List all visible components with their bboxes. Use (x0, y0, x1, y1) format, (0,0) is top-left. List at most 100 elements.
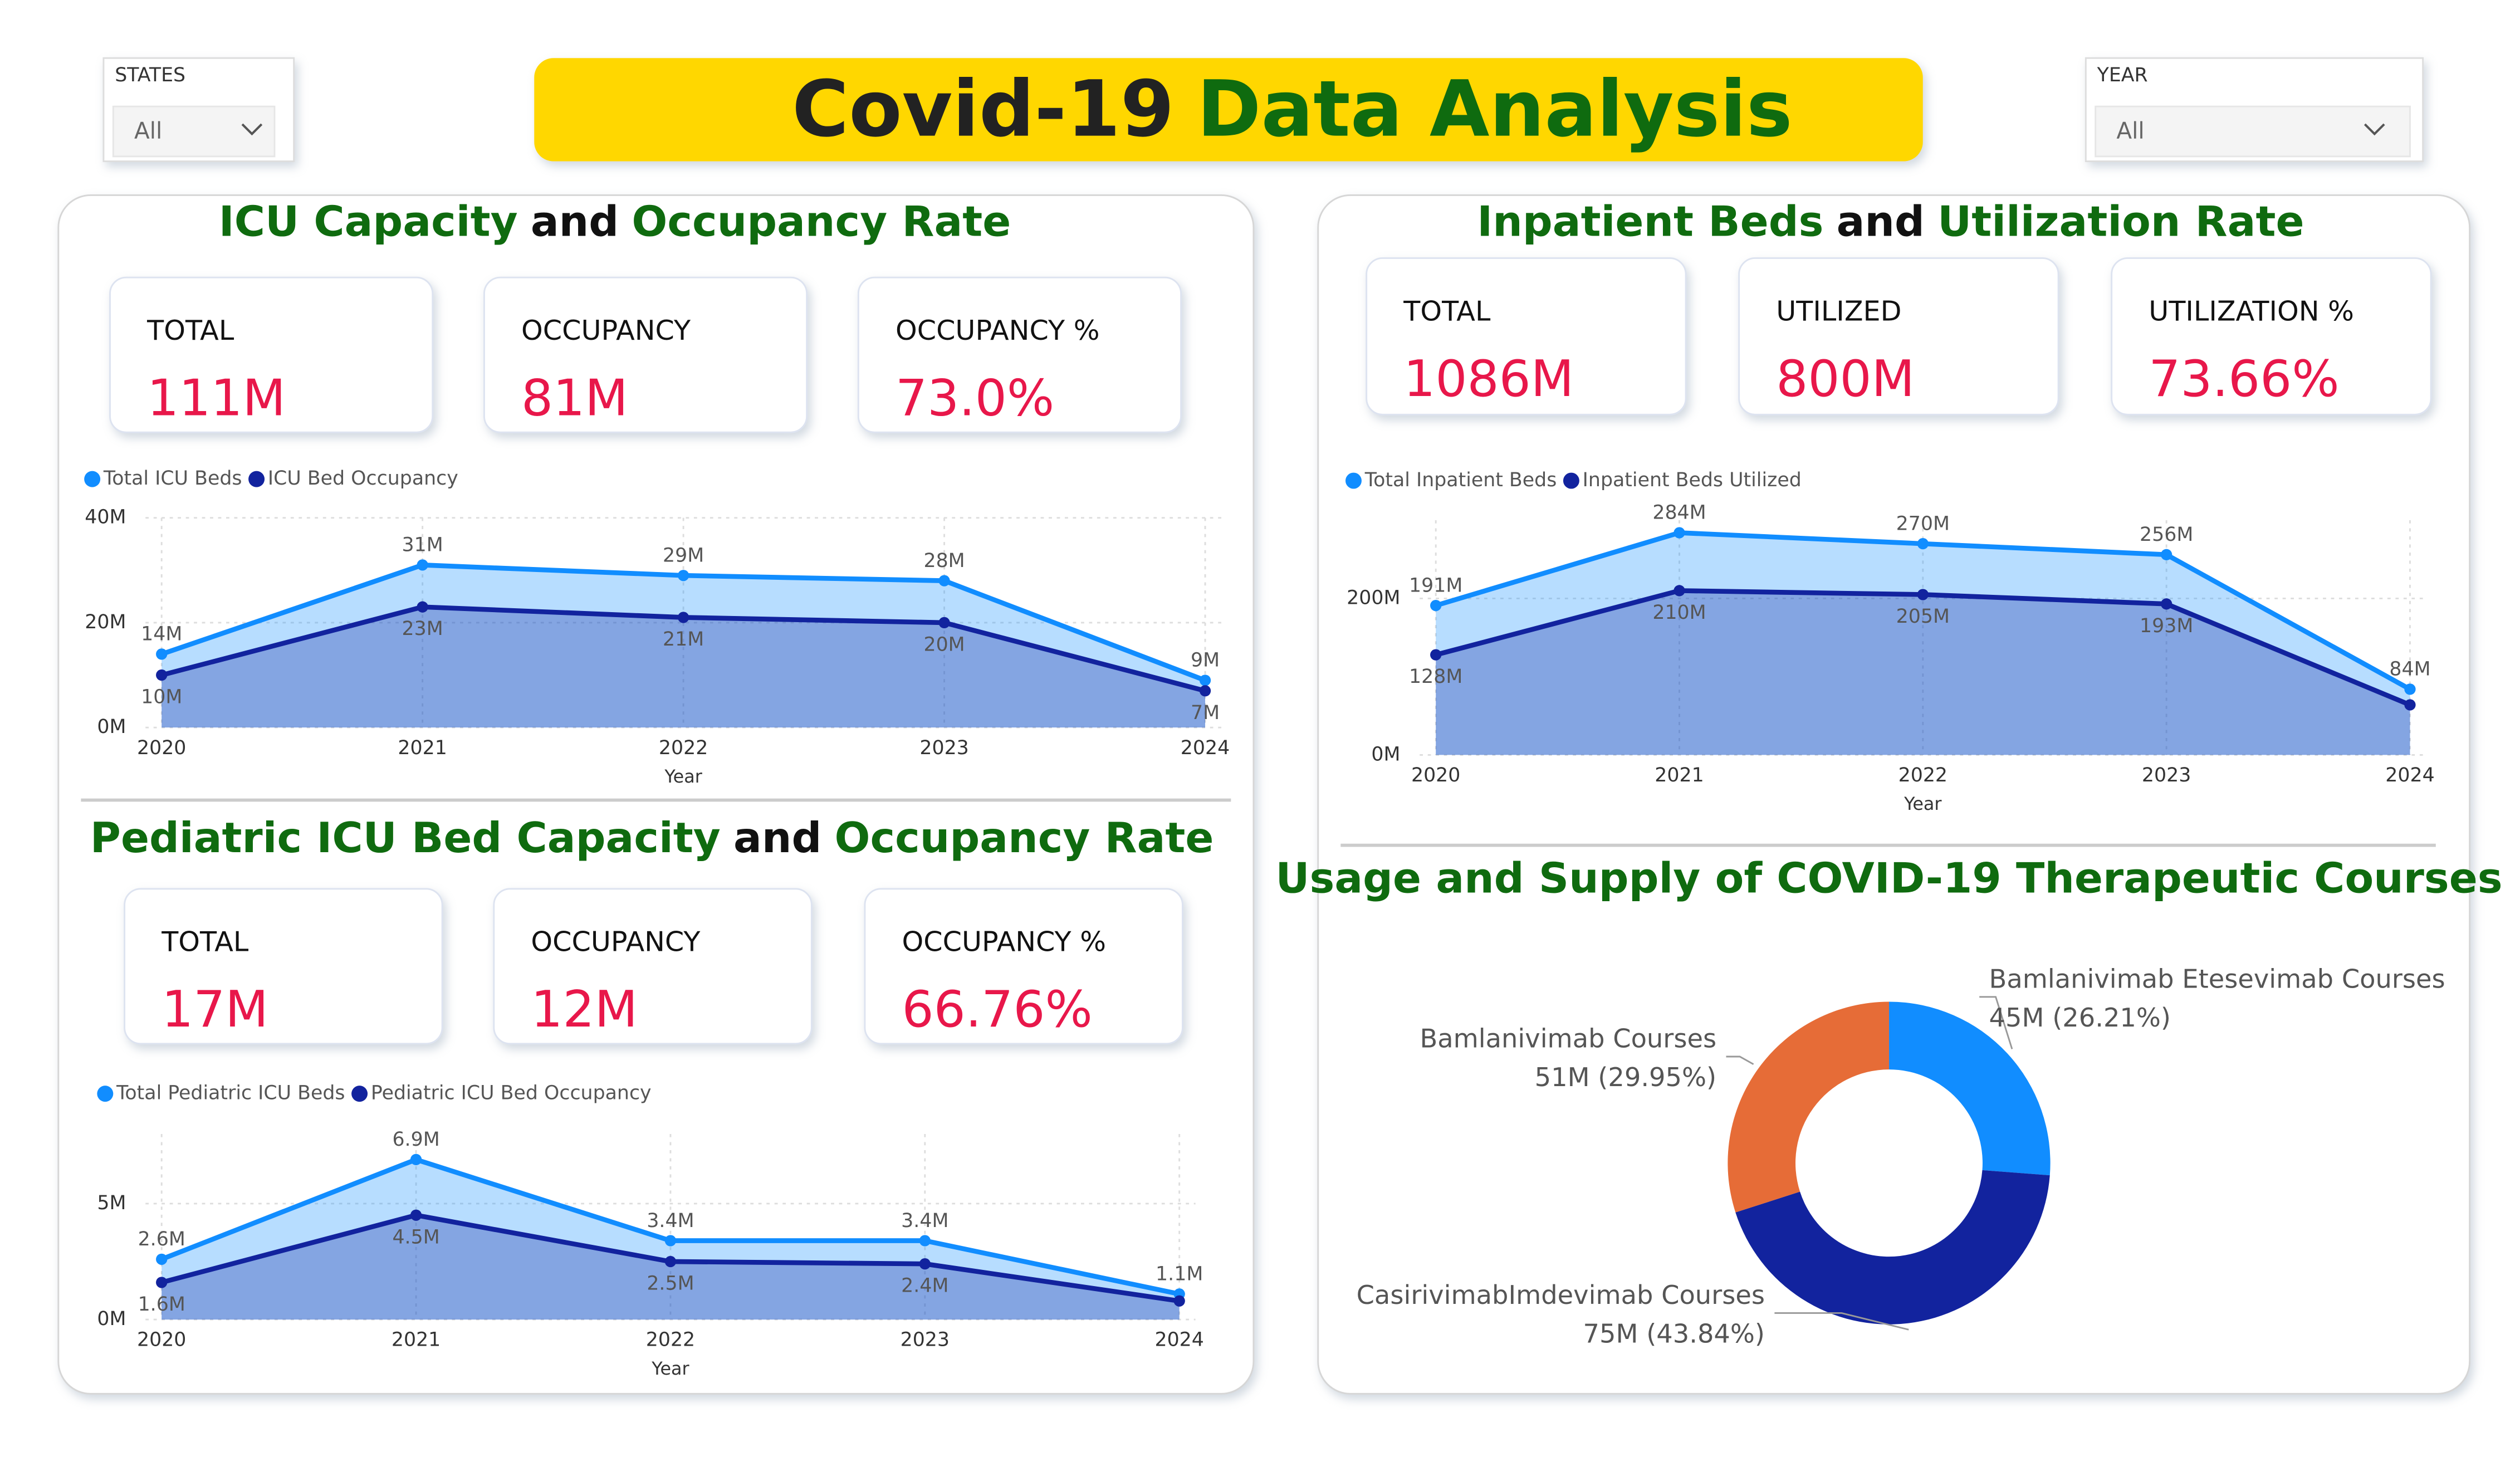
area (162, 607, 1206, 728)
x-tick-label: 2024 (2385, 764, 2434, 786)
point (2161, 598, 2172, 610)
point (664, 1255, 677, 1268)
data-label: 84M (2389, 658, 2430, 681)
legend-label: Total Inpatient Beds (1364, 469, 1557, 491)
slice-label: Bamlanivimab Courses (1420, 1024, 1716, 1054)
point (156, 669, 168, 681)
kpi-value: 66.76% (902, 981, 1093, 1039)
y-tick-label: 0M (97, 1308, 126, 1330)
data-label: 3.4M (647, 1210, 694, 1232)
data-label: 6.9M (392, 1128, 439, 1151)
kpi-label: OCCUPANCY (521, 314, 691, 346)
y-tick-label: 5M (97, 1192, 126, 1214)
x-tick-label: 2020 (137, 737, 186, 759)
point (1173, 1295, 1185, 1307)
data-label: 256M (2140, 524, 2193, 546)
legend-marker (84, 471, 101, 487)
title-part: Pediatric ICU Bed Capacity (90, 813, 721, 862)
data-label: 205M (1896, 605, 1950, 628)
kpi-label: OCCUPANCY (531, 926, 701, 958)
kpi-label: OCCUPANCY % (902, 926, 1106, 958)
data-label: 1.6M (138, 1293, 185, 1316)
dropdown[interactable] (112, 105, 276, 158)
data-label: 193M (2140, 615, 2193, 637)
data-label: 14M (141, 623, 182, 646)
donut-hole (1796, 1070, 1982, 1256)
point (156, 648, 168, 660)
data-label: 3.4M (901, 1210, 948, 1232)
x-tick-label: 2023 (2142, 764, 2191, 786)
dropdown[interactable] (2095, 105, 2411, 158)
data-label: 28M (923, 550, 965, 572)
x-tick-label: 2021 (398, 737, 447, 759)
states-filter[interactable]: STATES All (102, 57, 295, 163)
x-tick-label: 2023 (919, 737, 968, 759)
point (1199, 685, 1211, 697)
kpi-card (493, 888, 813, 1045)
legend-label: Inpatient Beds Utilized (1583, 469, 1802, 491)
filter-value: All (134, 117, 162, 144)
title-part: Utilization Rate (1937, 197, 2304, 246)
data-label: 2.6M (138, 1228, 185, 1250)
title-part: ICU Capacity (219, 197, 518, 246)
slice-value: 75M (43.84%) (1583, 1319, 1765, 1349)
data-label: 29M (663, 544, 704, 566)
chart-title: Inpatient Beds and Utilization Rate (1477, 197, 2304, 246)
point (417, 559, 428, 571)
point (410, 1154, 422, 1165)
data-label: 270M (1896, 512, 1950, 535)
x-tick-label: 2023 (901, 1329, 950, 1351)
donut-slice (1889, 1001, 2051, 1176)
point (677, 612, 689, 623)
point (1199, 675, 1211, 686)
right-panel (1317, 194, 2471, 1395)
data-label: 128M (1409, 666, 1462, 688)
chart-title: ICU Capacity and Occupancy Rate (219, 197, 1011, 246)
data-label: 23M (402, 618, 443, 640)
legend-marker (351, 1086, 368, 1102)
point (938, 617, 950, 629)
point (1674, 585, 1685, 597)
area (1436, 590, 2410, 755)
filter-label: STATES (115, 64, 185, 86)
point (1674, 527, 1685, 539)
kpi-card (864, 888, 1183, 1045)
legend-marker (1563, 472, 1579, 489)
legend-label: ICU Bed Occupancy (268, 467, 458, 490)
slice-value: 45M (26.21%) (1989, 1003, 2171, 1033)
title-part: Covid-19 (792, 64, 1174, 154)
kpi-card (857, 276, 1182, 433)
x-tick-label: 2020 (1411, 764, 1460, 786)
slice-value: 51M (29.95%) (1535, 1062, 1716, 1092)
year-filter[interactable]: YEAR All (2084, 57, 2424, 163)
point (919, 1258, 931, 1270)
kpi-card (483, 276, 808, 433)
title-part: Occupancy Rate (632, 197, 1011, 246)
kpi-value: 12M (531, 981, 638, 1039)
kpi-label: UTILIZATION % (2149, 295, 2354, 327)
point (1917, 589, 1929, 600)
filter-value: All (2116, 117, 2144, 144)
kpi-value: 800M (1776, 350, 1915, 408)
kpi-card (109, 276, 434, 433)
legend-label: Total ICU Beds (103, 467, 242, 490)
kpi-value: 17M (162, 981, 268, 1039)
legend-label: Total Pediatric ICU Beds (116, 1082, 345, 1104)
leader-line (1726, 1055, 1754, 1065)
chart-title: Usage and Supply of COVID-19 Therapeutic… (1275, 853, 2502, 902)
donut-slice (1728, 1001, 1890, 1213)
x-axis-label: Year (651, 1358, 689, 1379)
legend-label: Pediatric ICU Bed Occupancy (371, 1082, 652, 1104)
point (1917, 538, 1929, 550)
point (410, 1209, 422, 1221)
data-label: 2.5M (647, 1273, 694, 1295)
kpi-card (1738, 257, 2059, 416)
kpi-value: 111M (147, 370, 286, 428)
title-part: Data Analysis (1197, 64, 1793, 154)
page-title: Covid-19 Data Analysis (792, 64, 1792, 154)
point (156, 1253, 168, 1265)
chevron (241, 123, 263, 136)
point (2161, 549, 2172, 560)
area (162, 1159, 1180, 1320)
legend-marker (248, 471, 265, 487)
